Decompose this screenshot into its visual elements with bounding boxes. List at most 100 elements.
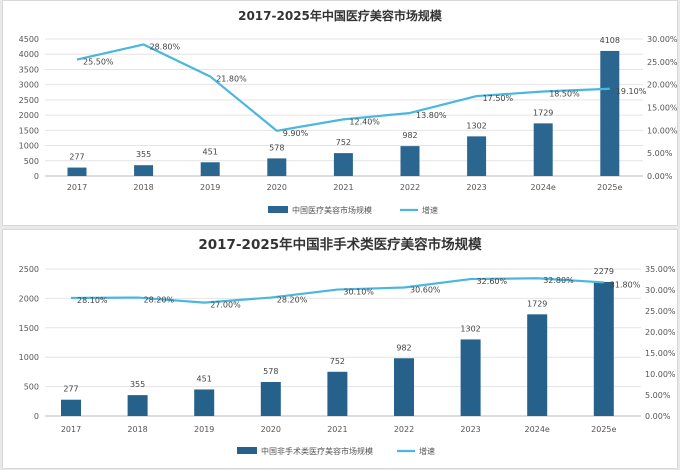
y2-tick-label: 5.00% [647, 149, 673, 158]
bar-value-label: 982 [396, 343, 411, 352]
growth-value-label: 30.10% [343, 288, 374, 297]
x-tick-label: 2017 [67, 183, 87, 192]
y-tick-label: 0 [34, 172, 39, 181]
bar-value-label: 1302 [466, 121, 486, 130]
bar-value-label: 451 [197, 374, 212, 383]
y-tick-label: 1500 [19, 324, 39, 333]
bar [533, 123, 553, 176]
chart-title: 2017-2025年中国医疗美容市场规模 [238, 8, 443, 23]
legend-bar-label: 中国医疗美容市场规模 [292, 205, 372, 215]
growth-value-label: 27.00% [210, 301, 241, 310]
y2-tick-label: 25.00% [645, 307, 676, 316]
growth-value-label: 28.10% [77, 296, 108, 305]
bar-value-label: 1302 [460, 324, 480, 333]
growth-value-label: 32.60% [477, 277, 508, 286]
bar [593, 281, 614, 416]
bar [527, 314, 548, 416]
x-tick-label: 2022 [394, 425, 414, 434]
x-tick-label: 2019 [200, 183, 220, 192]
y2-tick-label: 35.00% [645, 265, 676, 274]
y-tick-label: 1500 [19, 126, 39, 135]
bar-value-label: 1729 [527, 299, 547, 308]
y2-tick-label: 20.00% [645, 328, 676, 337]
chart-nonsurgical-market: 2017-2025年中国非手术类医疗美容市场规模 0 500 1000 1500 2000… [19, 236, 676, 456]
growth-value-label: 32.80% [543, 276, 574, 285]
bar [194, 389, 215, 416]
growth-value-label: 9.90% [283, 129, 309, 138]
growth-value-label: 13.80% [416, 111, 447, 120]
growth-value-label: 17.50% [483, 94, 514, 103]
y2-tick-label: 0.00% [645, 412, 671, 421]
x-tick-label: 2024e [531, 183, 556, 192]
bar-value-label: 752 [336, 138, 351, 147]
growth-value-label: 25.50% [83, 58, 114, 67]
bar-value-label: 277 [69, 153, 84, 162]
y-tick-label: 2500 [19, 265, 39, 274]
y2-tick-label: 10.00% [645, 370, 676, 379]
x-tick-label: 2017 [61, 425, 81, 434]
bar-value-label: 752 [330, 357, 345, 366]
x-tick-label: 2018 [127, 425, 147, 434]
chart-panel-total-market: 2017-2025年中国医疗美容市场规模 0 500 1000 1500 2000 2500… [2, 0, 678, 226]
bar-value-label: 355 [130, 380, 145, 389]
bar [600, 50, 620, 177]
bar [127, 395, 148, 416]
x-tick-label: 2020 [267, 183, 287, 192]
growth-value-label: 28.20% [277, 296, 308, 305]
x-tick-label: 2024e [525, 425, 550, 434]
growth-value-label: 12.40% [349, 117, 380, 126]
legend-bar-swatch [237, 447, 257, 454]
bar [333, 153, 353, 176]
growth-value-label: 31.80% [610, 280, 641, 289]
bar-value-label: 2279 [594, 267, 614, 276]
x-tick-label: 2022 [400, 183, 420, 192]
y-tick-label: 2500 [19, 96, 39, 105]
bar-value-label: 1729 [533, 108, 553, 117]
growth-value-label: 21.80% [216, 74, 247, 83]
growth-value-label: 19.10% [616, 87, 647, 96]
growth-value-label: 28.80% [150, 42, 181, 51]
y-tick-label: 2000 [19, 294, 39, 303]
y2-tick-label: 30.00% [647, 35, 677, 44]
legend-line-label: 增速 [419, 446, 435, 456]
y2-tick-label: 15.00% [645, 349, 676, 358]
y-tick-label: 4500 [19, 35, 39, 44]
bar-value-label: 4108 [600, 36, 620, 45]
bar-value-label: 277 [63, 385, 78, 394]
y2-tick-label: 15.00% [647, 104, 677, 113]
y-tick-label: 0 [34, 412, 39, 421]
legend-bar-label: 中国非手术类医疗美容市场规模 [261, 446, 373, 456]
y-tick-label: 1000 [19, 142, 39, 151]
bar [327, 371, 348, 416]
x-tick-label: 2023 [460, 425, 480, 434]
bar-value-label: 578 [263, 367, 278, 376]
chart-title: 2017-2025年中国非手术类医疗美容市场规模 [198, 236, 482, 253]
chart-total-market: 2017-2025年中国医疗美容市场规模 0 500 1000 1500 2000 2500… [19, 8, 677, 215]
bar [67, 167, 87, 176]
x-tick-label: 2021 [333, 183, 353, 192]
y-tick-label: 1000 [19, 353, 39, 362]
bar [394, 358, 414, 416]
x-tick-label: 2023 [466, 183, 486, 192]
bar [400, 146, 420, 176]
bar [260, 382, 281, 416]
y-tick-label: 3000 [19, 81, 39, 90]
growth-value-label: 30.60% [410, 285, 441, 294]
bar-value-label: 355 [136, 150, 151, 159]
bar [200, 162, 220, 176]
y2-tick-label: 30.00% [645, 286, 676, 295]
y2-tick-label: 25.00% [647, 58, 677, 67]
bar [267, 158, 287, 176]
x-tick-label: 2025e [591, 425, 616, 434]
y2-tick-label: 5.00% [645, 391, 671, 400]
bar [61, 399, 81, 416]
x-tick-label: 2019 [194, 425, 214, 434]
bar-value-label: 578 [269, 143, 284, 152]
x-tick-label: 2025e [597, 183, 622, 192]
y2-tick-label: 10.00% [647, 126, 677, 135]
y2-tick-label: 20.00% [647, 81, 677, 90]
y-tick-label: 4000 [19, 50, 39, 59]
growth-line [76, 43, 610, 132]
x-tick-label: 2020 [261, 425, 281, 434]
growth-value-label: 28.20% [144, 296, 175, 305]
